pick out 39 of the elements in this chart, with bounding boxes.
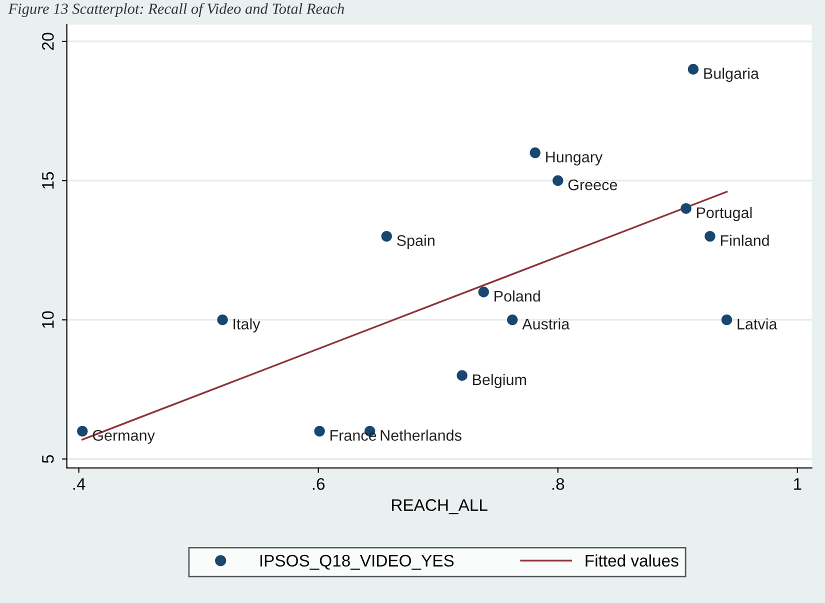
annotation: Netherlands xyxy=(380,430,462,441)
annotation: Latvia xyxy=(738,318,778,330)
x-tick-label: .4 xyxy=(73,478,86,490)
x-tick-label: .6 xyxy=(312,478,325,490)
annotation: Greece xyxy=(568,179,618,190)
annotation: Portugal xyxy=(697,206,752,222)
point xyxy=(680,203,692,214)
annotation: Bulgaria xyxy=(704,68,759,82)
x-tick-label: .8 xyxy=(552,478,564,490)
point xyxy=(507,314,518,326)
legend-label: IPSOS_Q18_VIDEO_YES xyxy=(260,554,454,570)
annotation: Germany xyxy=(92,430,155,444)
annotation: Italy xyxy=(234,318,260,332)
point xyxy=(721,314,732,326)
annotation: Hungary xyxy=(546,152,603,166)
point xyxy=(456,370,468,381)
x-axis-title: REACH_ALL xyxy=(392,499,488,514)
point xyxy=(552,175,564,186)
annotation: Spain xyxy=(397,234,434,249)
point xyxy=(314,426,325,437)
point xyxy=(688,64,699,75)
annotation: France xyxy=(330,430,376,441)
point xyxy=(381,230,392,242)
point xyxy=(704,230,716,242)
point xyxy=(77,426,88,437)
annotation: Poland xyxy=(494,290,540,302)
annotation: Belgium xyxy=(473,374,526,388)
y-tick-label: 10 xyxy=(42,311,54,328)
y-tick-label: 15 xyxy=(42,172,54,189)
point xyxy=(478,286,489,298)
x-tick-label: 1 xyxy=(794,478,802,490)
y-tick-label: 20 xyxy=(42,32,54,50)
chart-title: Figure 13 Scatterplot: Recall of Video and Total Reach xyxy=(8,3,344,18)
y-tick-label: 5 xyxy=(42,455,54,463)
annotation: Austria xyxy=(522,318,570,330)
legend-label: Fitted values xyxy=(586,554,678,567)
point xyxy=(217,314,228,326)
point xyxy=(530,147,540,158)
annotation: Finland xyxy=(720,234,769,246)
